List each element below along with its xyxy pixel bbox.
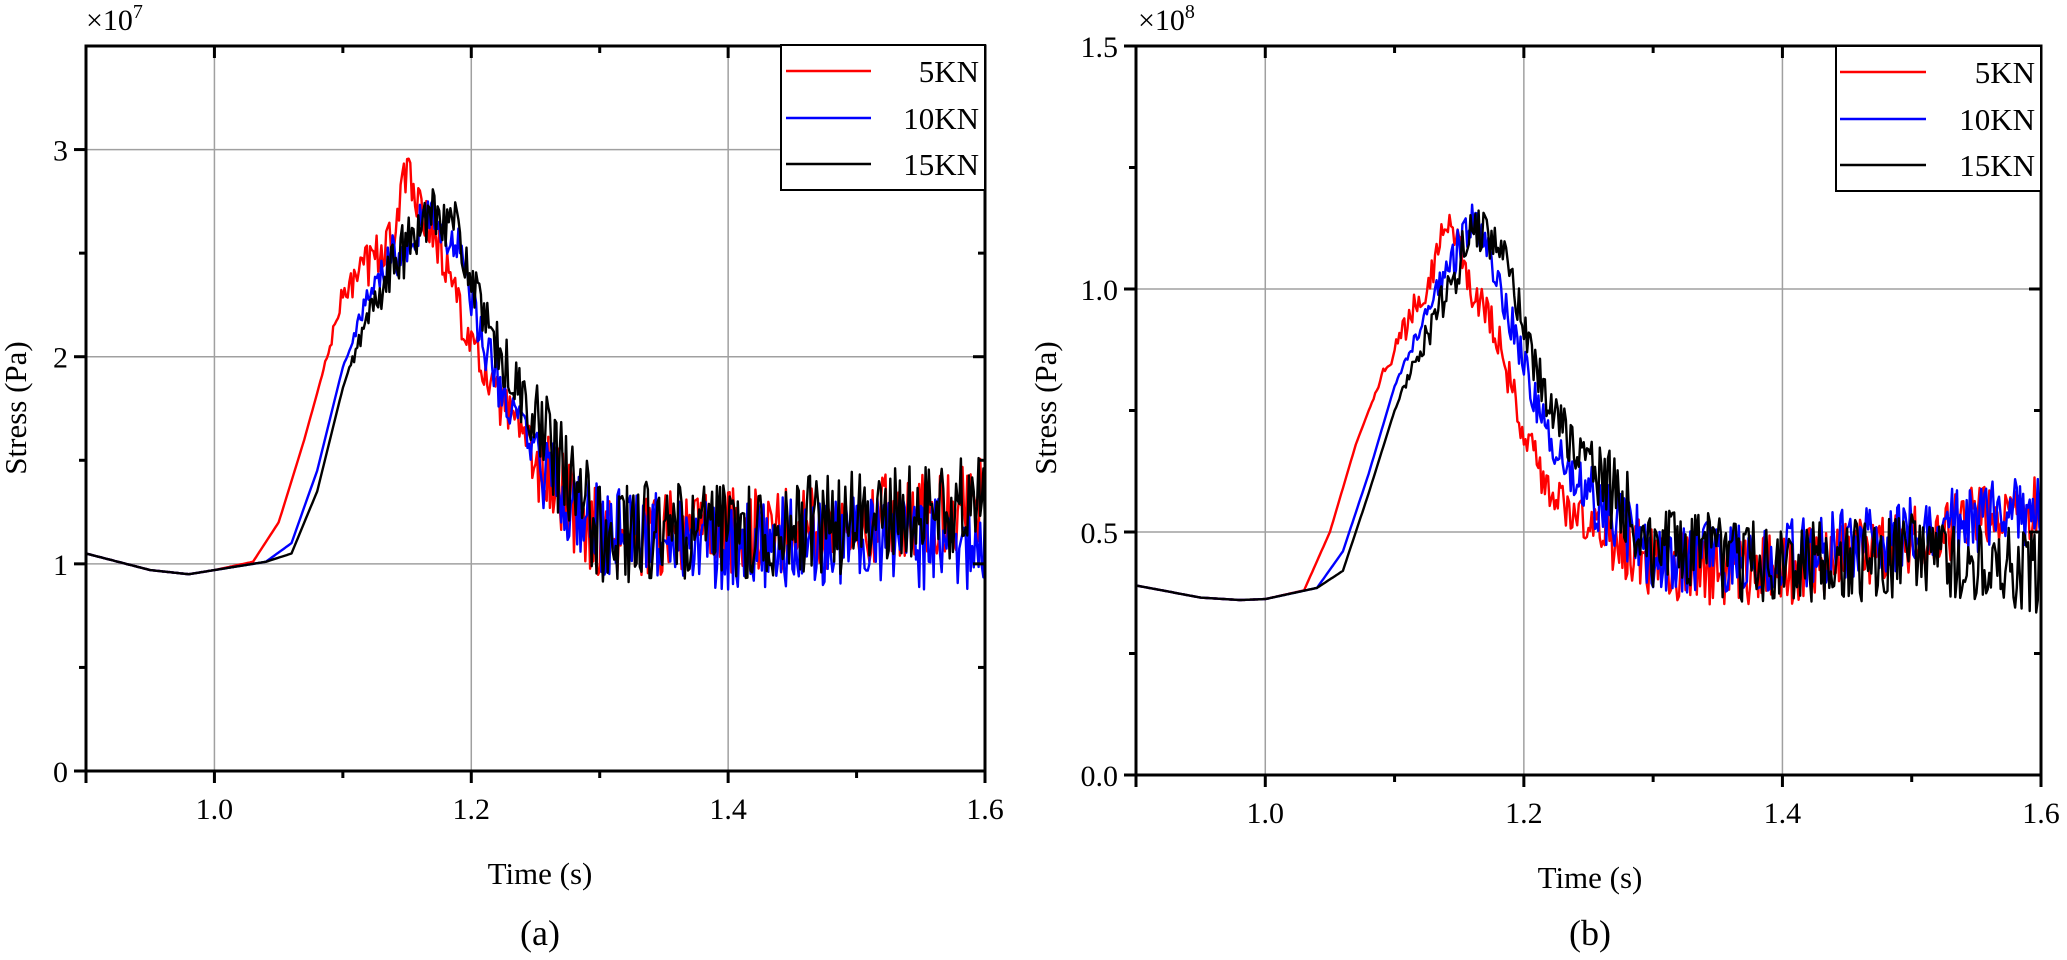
chart-b-y-axis-title: Stress (Pa): [1028, 341, 1063, 474]
chart-b-x-tick-label: 1.6: [2022, 797, 2060, 830]
chart-b-legend-label-10kn: 10KN: [1959, 102, 2035, 137]
chart-b-x-axis-title: Time (s): [1538, 860, 1643, 895]
chart-a-x-tick-label: 1.6: [966, 793, 1004, 826]
chart-b-legend-label-15kn: 15KN: [1959, 148, 2035, 183]
chart-b-y-tick-label: 1.0: [1081, 274, 1119, 307]
chart-a-grid: [86, 46, 985, 771]
chart-a-x-tick-label: 1.2: [453, 793, 491, 826]
chart-a-legend: 5KN 10KN 15KN: [780, 44, 986, 191]
chart-a-series-15kn: [86, 188, 985, 584]
chart-a-x-axis-title: Time (s): [488, 856, 593, 891]
chart-b-y-tick-label: 0.5: [1081, 517, 1119, 550]
chart-b-plot-area: [1136, 203, 2041, 614]
chart-b-x-tick-label: 1.2: [1505, 797, 1543, 830]
chart-a-y-multiplier: ×107: [86, 1, 143, 37]
chart-b-y-tick-label: 1.5: [1081, 31, 1119, 64]
chart-a-plot-area: [86, 157, 985, 591]
chart-b-x-tick-label: 1.4: [1764, 797, 1802, 830]
chart-a-y-tick-label: 1: [53, 549, 68, 582]
chart-a: 1.0 1.2 1.4 1.6 0 1 2 3 ×107 Stress (Pa) Time (…: [0, 1, 1004, 953]
chart-a-x-tick-label: 1.0: [196, 793, 234, 826]
chart-a-legend-label-5kn: 5KN: [919, 54, 979, 89]
chart-b-legend: 5KN 10KN 15KN: [1835, 45, 2042, 192]
chart-a-panel-label: (a): [520, 913, 560, 953]
chart-b-legend-label-5kn: 5KN: [1975, 55, 2035, 90]
chart-a-tick-labels: 1.0 1.2 1.4 1.6 0 1 2 3: [53, 135, 1004, 826]
chart-a-legend-label-15kn: 15KN: [903, 147, 979, 182]
chart-b-series-15kn: [1136, 209, 2041, 614]
chart-a-frame: [84, 44, 987, 773]
chart-b-panel-label: (b): [1569, 913, 1611, 953]
chart-a-y-tick-label: 3: [53, 135, 68, 168]
chart-a-y-axis-title: Stress (Pa): [0, 341, 33, 474]
chart-a-y-tick-label: 0: [53, 756, 68, 789]
chart-a-y-tick-label: 2: [53, 342, 68, 375]
chart-b-x-tick-label: 1.0: [1247, 797, 1285, 830]
chart-b-tick-labels: 1.0 1.2 1.4 1.6 0.0 0.5 1.0 1.5: [1081, 31, 2060, 830]
chart-b: 1.0 1.2 1.4 1.6 0.0 0.5 1.0 1.5 ×108 Stress (Pa…: [1028, 1, 2060, 953]
chart-a-x-tick-label: 1.4: [709, 793, 747, 826]
chart-b-y-multiplier: ×108: [1138, 1, 1195, 37]
chart-a-axes: [74, 44, 987, 783]
chart-a-legend-label-10kn: 10KN: [903, 101, 979, 136]
chart-b-y-tick-label: 0.0: [1081, 760, 1119, 793]
